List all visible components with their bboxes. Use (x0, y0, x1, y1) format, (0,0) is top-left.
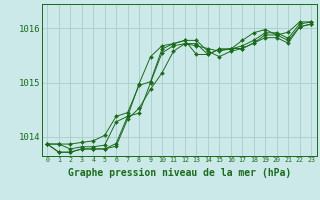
X-axis label: Graphe pression niveau de la mer (hPa): Graphe pression niveau de la mer (hPa) (68, 168, 291, 178)
